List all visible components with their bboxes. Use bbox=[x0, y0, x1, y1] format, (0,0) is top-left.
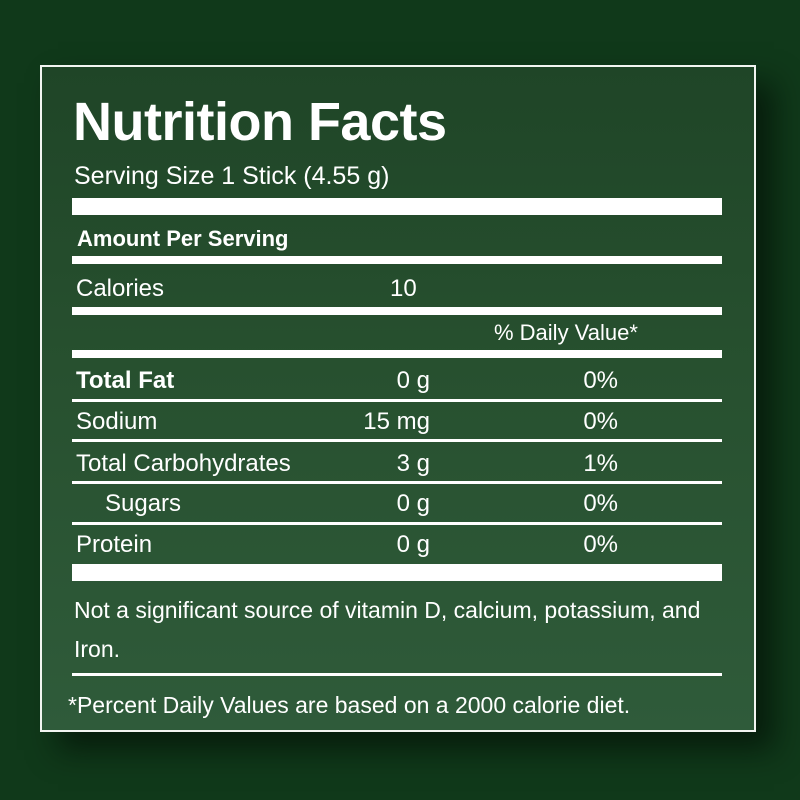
nutrition-facts-panel: Nutrition Facts Serving Size 1 Stick (4.… bbox=[40, 65, 756, 732]
thin-divider bbox=[72, 481, 722, 484]
nutrient-name: Protein bbox=[76, 531, 153, 558]
nutrient-dv: 0% bbox=[583, 490, 618, 517]
nutrient-name: Sugars bbox=[105, 490, 182, 517]
serving-size: Serving Size 1 Stick (4.55 g) bbox=[74, 162, 390, 190]
nutrient-dv: 0% bbox=[583, 367, 618, 394]
medium-divider bbox=[72, 256, 722, 264]
amount-per-serving: Amount Per Serving bbox=[77, 226, 289, 251]
nutrient-amount: 0 g bbox=[396, 490, 430, 517]
nutrient-amount: 3 g bbox=[396, 450, 430, 477]
nutrient-amount: 15 mg bbox=[363, 408, 430, 435]
nutrient-dv: 1% bbox=[583, 450, 618, 477]
thin-divider bbox=[72, 673, 722, 676]
label-title: Nutrition Facts bbox=[73, 92, 447, 152]
medium-divider bbox=[72, 307, 722, 315]
thin-divider bbox=[72, 522, 722, 525]
nutrient-name: Total Carbohydrates bbox=[76, 450, 291, 477]
calories-label: Calories bbox=[76, 275, 165, 302]
thick-divider-bottom bbox=[72, 564, 722, 581]
nutrient-name: Sodium bbox=[76, 408, 158, 435]
nutrient-amount: 0 g bbox=[396, 367, 430, 394]
nutrient-amount: 0 g bbox=[396, 531, 430, 558]
medium-divider bbox=[72, 350, 722, 358]
thin-divider bbox=[72, 439, 722, 442]
nutrient-name: Total Fat bbox=[76, 367, 175, 394]
nutrient-dv: 0% bbox=[583, 408, 618, 435]
thin-divider bbox=[72, 399, 722, 402]
daily-value-footnote: *Percent Daily Values are based on a 200… bbox=[68, 692, 631, 718]
daily-value-header: % Daily Value* bbox=[494, 320, 638, 345]
vitamin-note: Not a significant source of vitamin D, c… bbox=[74, 597, 701, 662]
calories-value: 10 bbox=[390, 275, 417, 302]
nutrient-dv: 0% bbox=[583, 531, 618, 558]
thick-divider-top bbox=[72, 198, 722, 215]
